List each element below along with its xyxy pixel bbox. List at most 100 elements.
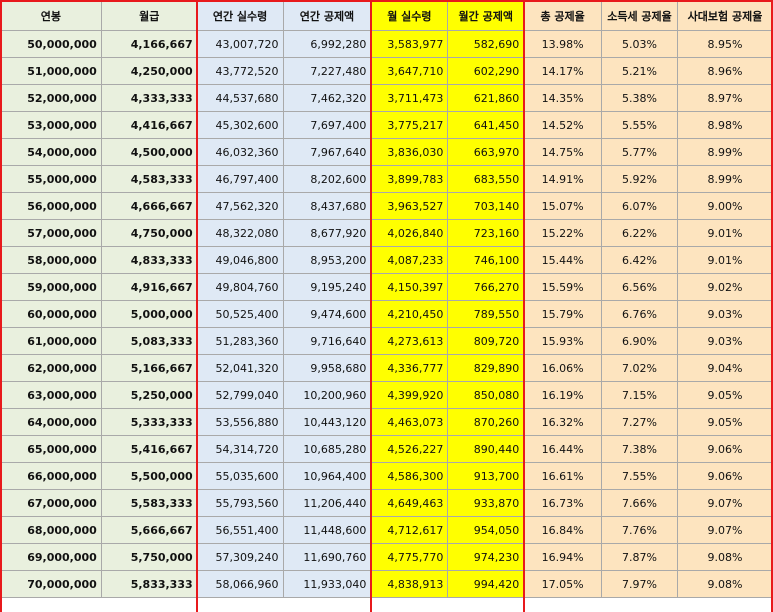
- cell-monthly-deduction: 602,290: [447, 57, 525, 85]
- cell-income-tax-rate: 6.76%: [601, 300, 678, 328]
- cell-total-deduction-rate: 13.98%: [523, 30, 603, 58]
- cell-annual-salary: 67,000,000: [0, 489, 102, 517]
- cell-social-insurance-rate: 9.04%: [677, 354, 773, 382]
- cell-total-deduction-rate: 16.61%: [523, 462, 603, 490]
- cell-monthly-deduction: 994,420: [447, 570, 525, 598]
- table-row: 68,000,000 5,666,667 56,551,400 11,448,600 4…: [0, 516, 773, 544]
- cell-annual-net: 52,799,040: [196, 381, 284, 409]
- header-total-deduction-rate: 총 공제율: [523, 0, 603, 31]
- cell-annual-salary: 60,000,000: [0, 300, 102, 328]
- cell-monthly-salary: 4,666,667: [100, 192, 198, 220]
- cell-monthly-deduction: 641,450: [447, 111, 525, 139]
- cell-annual-salary: 61,000,000: [0, 327, 102, 355]
- cell-total-deduction-rate: 15.79%: [523, 300, 603, 328]
- cell-total-deduction-rate: 15.93%: [523, 327, 603, 355]
- cell-total-deduction-rate: 16.94%: [523, 543, 603, 571]
- cell-monthly-net: 4,210,450: [370, 300, 449, 328]
- cell-income-tax-rate: 6.42%: [601, 246, 678, 274]
- cell-annual-net: 49,046,800: [196, 246, 284, 274]
- cell-monthly-net: 4,026,840: [370, 219, 449, 247]
- cell-annual-salary: 64,000,000: [0, 408, 102, 436]
- cell-social-insurance-rate: 9.05%: [677, 381, 773, 409]
- cell-total-deduction-rate: 16.32%: [523, 408, 603, 436]
- cell-monthly-salary: 5,666,667: [100, 516, 198, 544]
- cell-annual-deduction: 8,677,920: [282, 219, 372, 247]
- cell-monthly-deduction: 890,440: [447, 435, 525, 463]
- table-row: 58,000,000 4,833,333 49,046,800 8,953,200 4,…: [0, 246, 773, 274]
- cell-monthly-deduction: 974,230: [447, 543, 525, 571]
- cell-total-deduction-rate: 14.91%: [523, 165, 603, 193]
- table-row: 55,000,000 4,583,333 46,797,400 8,202,600 3,…: [0, 165, 773, 193]
- cell-annual-net: 43,007,720: [196, 30, 284, 58]
- cell-income-tax-rate: 7.76%: [601, 516, 678, 544]
- cell-monthly-salary: 5,000,000: [100, 300, 198, 328]
- table-row: 62,000,000 5,166,667 52,041,320 9,958,680 4,…: [0, 354, 773, 382]
- cell-monthly-deduction: 582,690: [447, 30, 525, 58]
- header-annual-net: 연간 실수령: [196, 0, 284, 31]
- cell-monthly-deduction: 746,100: [447, 246, 525, 274]
- cell-annual-salary: 68,000,000: [0, 516, 102, 544]
- header-monthly-net: 월 실수령: [370, 0, 449, 31]
- cell-annual-net: 55,035,600: [196, 462, 284, 490]
- table-row: 54,000,000 4,500,000 46,032,360 7,967,640 3,…: [0, 138, 773, 166]
- cell-annual-deduction: 8,437,680: [282, 192, 372, 220]
- cell-annual-net: 55,793,560: [196, 489, 284, 517]
- cell-income-tax-rate: 7.15%: [601, 381, 678, 409]
- cell-annual-deduction: 11,206,440: [282, 489, 372, 517]
- cell-social-insurance-rate: 9.08%: [677, 570, 773, 598]
- cell-monthly-salary: 4,250,000: [100, 57, 198, 85]
- cell-annual-salary: 59,000,000: [0, 273, 102, 301]
- cell-annual-deduction: 7,227,480: [282, 57, 372, 85]
- cell-income-tax-rate: 5.21%: [601, 57, 678, 85]
- cell-monthly-net: 4,775,770: [370, 543, 449, 571]
- cell-annual-salary: 62,000,000: [0, 354, 102, 382]
- table-row: 70,000,000 5,833,333 58,066,960 11,933,040 4…: [0, 570, 773, 598]
- cell-total-deduction-rate: 15.07%: [523, 192, 603, 220]
- table-row: 59,000,000 4,916,667 49,804,760 9,195,240 4,…: [0, 273, 773, 301]
- cell-social-insurance-rate: 9.01%: [677, 246, 773, 274]
- cell-monthly-net: 4,273,613: [370, 327, 449, 355]
- cell-monthly-salary: 5,333,333: [100, 408, 198, 436]
- cell-monthly-salary: 5,166,667: [100, 354, 198, 382]
- cell-monthly-salary: 4,500,000: [100, 138, 198, 166]
- cell-annual-net: 54,314,720: [196, 435, 284, 463]
- cell-monthly-salary: 4,833,333: [100, 246, 198, 274]
- cell-monthly-net: 3,647,710: [370, 57, 449, 85]
- cell-annual-deduction: 9,958,680: [282, 354, 372, 382]
- cell-income-tax-rate: 7.27%: [601, 408, 678, 436]
- cell-monthly-deduction: 809,720: [447, 327, 525, 355]
- cell-annual-salary: 66,000,000: [0, 462, 102, 490]
- cell-annual-salary: 69,000,000: [0, 543, 102, 571]
- cell-annual-net: 48,322,080: [196, 219, 284, 247]
- cell-monthly-net: 3,963,527: [370, 192, 449, 220]
- cell-annual-salary: 58,000,000: [0, 246, 102, 274]
- cell-annual-net: 53,556,880: [196, 408, 284, 436]
- cell-annual-salary: 53,000,000: [0, 111, 102, 139]
- header-monthly-salary: 월급: [100, 0, 198, 31]
- cell-income-tax-rate: 6.22%: [601, 219, 678, 247]
- cell-monthly-deduction: 723,160: [447, 219, 525, 247]
- cell-social-insurance-rate: 9.02%: [677, 273, 773, 301]
- cell-total-deduction-rate: 15.22%: [523, 219, 603, 247]
- cell-total-deduction-rate: 16.06%: [523, 354, 603, 382]
- cell-monthly-salary: 4,333,333: [100, 84, 198, 112]
- cell-total-deduction-rate: 16.19%: [523, 381, 603, 409]
- table-row: 52,000,000 4,333,333 44,537,680 7,462,320 3,…: [0, 84, 773, 112]
- salary-table: 연봉 월급 연간 실수령 연간 공제액 월 실수령 월간 공제액 총 공제율 소…: [0, 0, 773, 598]
- cell-total-deduction-rate: 16.44%: [523, 435, 603, 463]
- cell-monthly-salary: 5,833,333: [100, 570, 198, 598]
- cell-annual-deduction: 10,685,280: [282, 435, 372, 463]
- table-body: 50,000,000 4,166,667 43,007,720 6,992,280 3,…: [0, 30, 773, 598]
- table-row: 60,000,000 5,000,000 50,525,400 9,474,600 4,…: [0, 300, 773, 328]
- cell-social-insurance-rate: 8.96%: [677, 57, 773, 85]
- cell-monthly-net: 3,711,473: [370, 84, 449, 112]
- cell-monthly-salary: 5,250,000: [100, 381, 198, 409]
- cell-annual-net: 46,797,400: [196, 165, 284, 193]
- cell-annual-net: 44,537,680: [196, 84, 284, 112]
- cell-total-deduction-rate: 14.35%: [523, 84, 603, 112]
- cell-monthly-deduction: 621,860: [447, 84, 525, 112]
- cell-income-tax-rate: 5.03%: [601, 30, 678, 58]
- cell-annual-net: 58,066,960: [196, 570, 284, 598]
- table-row: 67,000,000 5,583,333 55,793,560 11,206,440 4…: [0, 489, 773, 517]
